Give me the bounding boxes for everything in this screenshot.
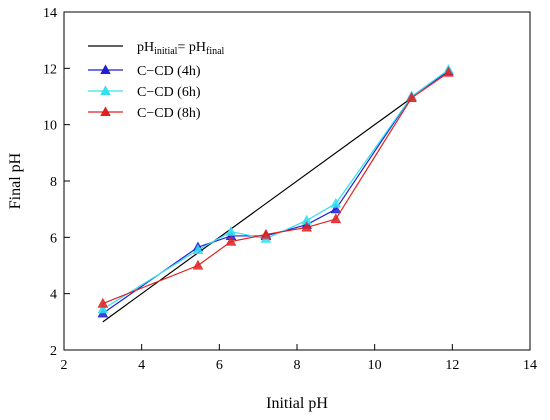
y-tick-label: 8 (50, 175, 57, 190)
legend-marker-series-2 (101, 86, 111, 95)
legend-marker-series-1 (101, 65, 111, 74)
series-3-point (193, 261, 203, 270)
x-tick-label: 6 (216, 358, 223, 373)
x-tick-label: 12 (445, 358, 459, 373)
x-tick-label: 2 (61, 358, 68, 373)
x-tick-label: 4 (138, 358, 145, 373)
series-3-point (98, 299, 108, 308)
axes: 2 4 6 8 10 12 14 2 4 6 8 10 12 14 (43, 6, 537, 373)
x-tick-label: 8 (294, 358, 301, 373)
reference-line (103, 97, 414, 322)
y-tick-label: 12 (43, 62, 57, 77)
y-tick-label: 10 (43, 119, 57, 134)
y-tick-label: 2 (50, 344, 57, 359)
y-tick-label: 6 (50, 231, 57, 246)
x-tick-label: 10 (368, 358, 382, 373)
y-axis-title: Final pH (7, 152, 24, 209)
legend-label-series-2: C−CD (6h) (137, 85, 201, 100)
plot-area (98, 65, 453, 322)
series-3-point (331, 214, 341, 223)
legend: pHinitial= pHfinal C−CD (4h) C−CD (6h) C−CD… (88, 40, 225, 121)
x-tick-label: 14 (523, 358, 537, 373)
y-tick-label: 4 (50, 288, 57, 303)
y-tick-label: 14 (43, 6, 57, 21)
x-axis-title: Initial pH (266, 395, 328, 412)
legend-label-reference: pHinitial= pHfinal (137, 40, 225, 57)
legend-marker-series-3 (101, 107, 111, 116)
legend-label-series-1: C−CD (4h) (137, 64, 201, 79)
legend-label-series-3: C−CD (8h) (137, 106, 201, 121)
